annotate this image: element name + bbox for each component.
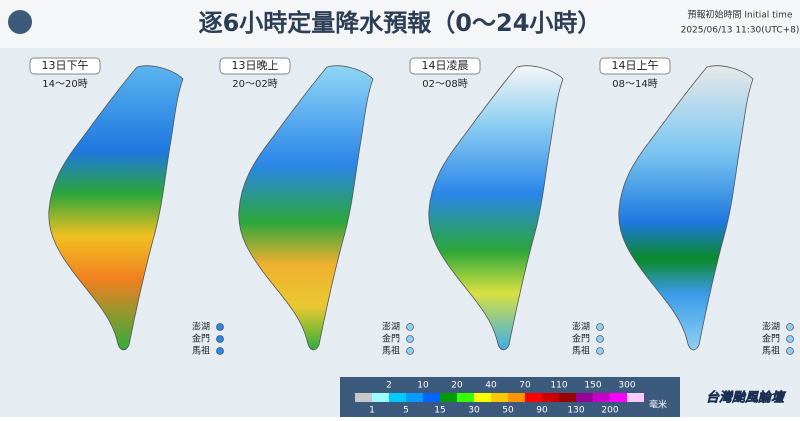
legend-swatch xyxy=(355,393,372,402)
island-dot xyxy=(216,335,224,343)
legend-swatch xyxy=(423,393,440,402)
legend-lower-label: 130 xyxy=(567,406,584,416)
island-dot xyxy=(216,323,224,331)
island-dot xyxy=(596,323,604,331)
panel-day: 13日下午 xyxy=(42,59,89,72)
logo xyxy=(8,10,32,34)
legend-lower-label: 30 xyxy=(468,406,480,416)
island-dot xyxy=(786,335,794,343)
island-name: 馬祖 xyxy=(192,345,210,357)
island-name: 金門 xyxy=(192,333,210,345)
panel-label-box xyxy=(219,57,291,75)
legend-swatch xyxy=(406,393,423,402)
legend-swatch xyxy=(610,393,627,402)
legend-lower-label: 50 xyxy=(502,406,514,416)
legend-swatch xyxy=(457,393,474,402)
title: 逐6小時定量降水預報（0～24小時） xyxy=(199,9,602,37)
panel-hours: 08～14時 xyxy=(612,78,657,90)
island-name: 馬祖 xyxy=(762,345,780,357)
island-dot xyxy=(596,335,604,343)
panel-day: 14日凌晨 xyxy=(422,58,469,72)
island-dot xyxy=(406,323,414,331)
legend-upper-label: 110 xyxy=(550,381,567,391)
island-name: 馬祖 xyxy=(382,345,400,357)
island-dot xyxy=(216,347,224,355)
legend-upper-label: 20 xyxy=(451,381,463,391)
island-name: 澎湖 xyxy=(762,321,780,333)
legend-lower-label: 90 xyxy=(536,406,548,416)
legend-swatch xyxy=(593,393,610,402)
legend-swatch xyxy=(576,393,593,402)
panel-hours: 20～02時 xyxy=(232,78,277,90)
legend-lower-label: 200 xyxy=(601,406,618,416)
panels: 13日下午14～20時澎湖金門馬祖13日晚上20～02時澎湖金門馬祖14日凌晨0… xyxy=(29,57,794,357)
legend-lower-label: 15 xyxy=(434,406,445,416)
island-name: 澎湖 xyxy=(192,321,210,333)
island-dot xyxy=(786,347,794,355)
init-time: 2025/06/13 11:30(UTC+8) xyxy=(681,26,800,36)
legend-upper-label: 2 xyxy=(386,381,392,391)
island-name: 馬祖 xyxy=(572,345,590,357)
panel-hours: 14～20時 xyxy=(42,78,87,90)
legend-upper-label: 150 xyxy=(584,381,601,391)
init-label: 預報初始時間 Initial time xyxy=(688,9,793,21)
island-dot xyxy=(786,323,794,331)
legend-swatch xyxy=(372,393,389,402)
legend-swatch xyxy=(474,393,491,402)
panel-day: 14日上午 xyxy=(612,59,659,72)
island-dot xyxy=(406,347,414,355)
legend-swatch xyxy=(508,393,525,402)
legend-lower-label: 1 xyxy=(369,406,375,416)
legend-swatch xyxy=(542,393,559,402)
island-name: 金門 xyxy=(382,333,400,345)
brand: 台灣颱風論壇 xyxy=(706,390,787,406)
legend-lower-label: 5 xyxy=(403,406,409,416)
panel-label-box xyxy=(599,57,671,75)
island-dot xyxy=(406,335,414,343)
legend-upper-label: 300 xyxy=(618,381,635,391)
island-name: 金門 xyxy=(762,333,780,345)
island-dot xyxy=(596,347,604,355)
legend-swatch xyxy=(491,393,508,402)
legend-upper-label: 70 xyxy=(519,381,531,391)
legend-swatch xyxy=(627,393,644,402)
header-bar xyxy=(0,0,800,48)
panel-label-box xyxy=(409,57,481,75)
panel-label-box xyxy=(29,57,101,75)
island-name: 金門 xyxy=(572,333,590,345)
island-name: 澎湖 xyxy=(572,321,590,333)
legend-upper-label: 10 xyxy=(417,381,429,391)
legend-swatch xyxy=(559,393,576,402)
legend-upper-label: 40 xyxy=(485,381,497,391)
legend-swatch xyxy=(389,393,406,402)
legend-unit: 毫米 xyxy=(649,399,667,411)
island-name: 澎湖 xyxy=(382,321,400,333)
panel-hours: 02～08時 xyxy=(422,78,467,90)
legend-swatch xyxy=(440,393,457,402)
panel-day: 13日晚上 xyxy=(232,59,279,72)
legend-swatch xyxy=(525,393,542,402)
